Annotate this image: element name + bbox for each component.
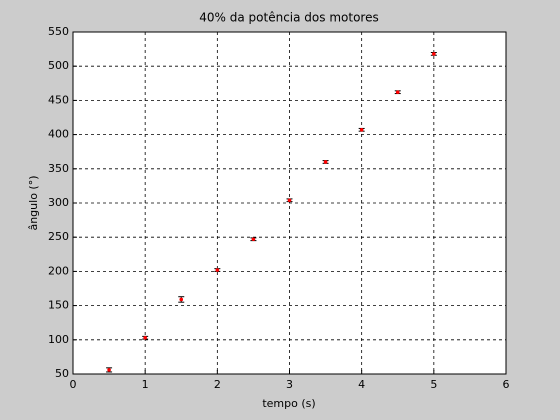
point (432, 52, 436, 56)
point (359, 128, 364, 132)
y-tick-label: 500 (48, 59, 69, 72)
y-tick-label: 550 (48, 25, 69, 38)
point (395, 90, 400, 94)
y-tick-label: 350 (48, 162, 69, 175)
x-tick-label: 2 (214, 378, 221, 391)
x-tick-label: 3 (286, 378, 293, 391)
x-tick-label: 1 (142, 378, 149, 391)
y-axis-label: ângulo (°) (27, 175, 40, 230)
x-tick-label: 5 (430, 378, 437, 391)
plot-frame (72, 31, 507, 375)
y-tick-label: 50 (55, 367, 69, 380)
y-tick-label: 100 (48, 333, 69, 346)
chart-title: 40% da potência dos motores (199, 11, 378, 25)
y-tick-label: 250 (48, 230, 69, 243)
x-axis-label: tempo (s) (262, 397, 315, 410)
point (215, 268, 220, 272)
y-tick-label: 450 (48, 93, 69, 106)
point (251, 237, 256, 242)
point (107, 368, 111, 372)
point (143, 335, 147, 340)
y-tick-label: 200 (48, 264, 69, 277)
x-tick-label: 0 (70, 378, 77, 391)
point (179, 297, 184, 302)
point (323, 160, 328, 164)
y-tick-label: 400 (48, 128, 69, 141)
x-tick-label: 4 (358, 378, 365, 391)
y-tick-label: 150 (48, 299, 69, 312)
x-tick-label: 6 (503, 378, 510, 391)
y-tick-label: 300 (48, 196, 69, 209)
point (287, 198, 292, 203)
